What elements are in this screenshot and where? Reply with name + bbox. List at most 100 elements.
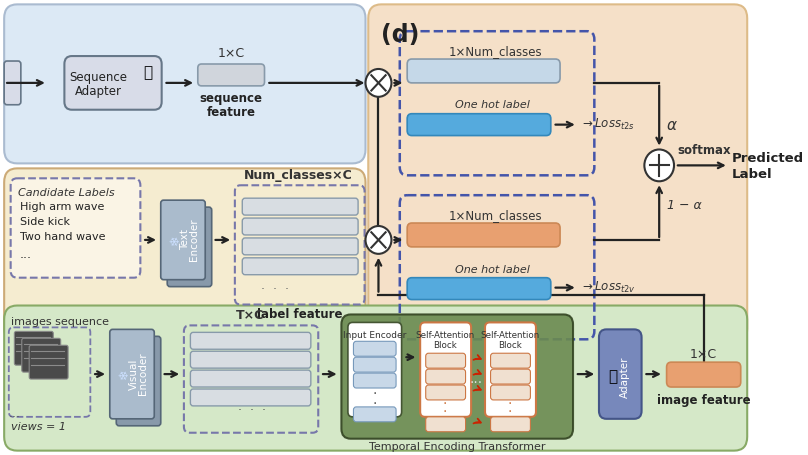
Text: ...: ... [20,248,32,261]
Text: Text: Text [180,229,190,250]
FancyBboxPatch shape [11,178,141,278]
FancyBboxPatch shape [426,417,465,432]
Text: One hot label: One hot label [456,100,530,110]
Text: One hot label: One hot label [456,265,530,275]
FancyBboxPatch shape [198,64,264,86]
Text: ·: · [372,397,377,411]
FancyBboxPatch shape [667,362,741,387]
FancyBboxPatch shape [426,385,465,400]
FancyBboxPatch shape [242,258,358,275]
Text: (d): (d) [381,23,419,47]
Text: Encoder: Encoder [138,353,148,395]
FancyBboxPatch shape [242,198,358,215]
Text: Self-Attention: Self-Attention [481,331,540,340]
FancyBboxPatch shape [191,351,311,368]
FancyBboxPatch shape [490,353,530,368]
FancyBboxPatch shape [490,369,530,384]
Text: softmax: softmax [678,144,731,157]
FancyBboxPatch shape [407,114,551,136]
FancyBboxPatch shape [29,345,68,379]
Text: Block: Block [433,341,457,350]
Text: High arm wave: High arm wave [20,202,104,212]
FancyBboxPatch shape [353,357,396,372]
Circle shape [365,69,391,97]
FancyBboxPatch shape [4,168,365,342]
Text: views = 1: views = 1 [11,422,65,432]
Text: image feature: image feature [657,394,751,407]
FancyBboxPatch shape [485,323,536,417]
FancyBboxPatch shape [4,305,747,450]
Text: ❄: ❄ [118,369,131,379]
Text: ·: · [443,405,448,419]
FancyBboxPatch shape [353,373,396,388]
Circle shape [365,226,391,254]
Text: Side kick: Side kick [20,217,70,227]
Text: Predicted: Predicted [731,152,804,165]
Text: label feature: label feature [257,308,343,321]
Text: Candidate Labels: Candidate Labels [18,188,115,198]
Text: Encoder: Encoder [189,218,199,261]
Text: ·: · [508,397,512,411]
FancyBboxPatch shape [490,417,530,432]
FancyBboxPatch shape [490,385,530,400]
Text: 1 − α: 1 − α [667,199,701,212]
Text: $\rightarrow Loss_{t2s}$: $\rightarrow Loss_{t2s}$ [580,117,635,132]
Text: Block: Block [499,341,522,350]
FancyBboxPatch shape [353,407,396,422]
FancyBboxPatch shape [191,332,311,349]
FancyBboxPatch shape [407,59,560,83]
FancyBboxPatch shape [348,323,402,417]
FancyBboxPatch shape [191,389,311,406]
Text: α: α [667,118,676,133]
FancyBboxPatch shape [242,238,358,255]
FancyBboxPatch shape [599,329,642,419]
Text: ·: · [372,387,377,401]
Text: Two hand wave: Two hand wave [20,232,105,242]
FancyBboxPatch shape [110,329,154,419]
FancyBboxPatch shape [420,323,471,417]
FancyBboxPatch shape [161,200,205,280]
FancyBboxPatch shape [167,207,212,287]
Text: sequence: sequence [200,92,263,105]
Text: Adapter: Adapter [620,356,630,398]
Text: 🔥: 🔥 [143,66,153,81]
FancyBboxPatch shape [426,353,465,368]
Text: Label: Label [731,168,772,181]
FancyBboxPatch shape [242,218,358,235]
FancyBboxPatch shape [4,5,365,163]
Text: T×C: T×C [236,309,263,322]
FancyBboxPatch shape [342,314,573,439]
Text: Adapter: Adapter [75,86,122,98]
Text: 1×Num_classes: 1×Num_classes [448,45,542,58]
FancyBboxPatch shape [15,331,53,365]
FancyBboxPatch shape [22,339,61,372]
FancyBboxPatch shape [426,369,465,384]
Text: Sequence: Sequence [69,71,128,85]
Text: images sequence: images sequence [11,318,108,328]
Text: Temporal Encoding Transformer: Temporal Encoding Transformer [369,442,545,452]
Text: 🔥: 🔥 [608,369,617,384]
FancyBboxPatch shape [407,223,560,247]
Text: 1×Num_classes: 1×Num_classes [448,208,542,222]
Text: Self-Attention: Self-Attention [415,331,475,340]
Text: ...: ... [469,372,482,386]
FancyBboxPatch shape [116,336,161,426]
Text: ·: · [443,397,448,411]
FancyBboxPatch shape [368,5,747,342]
FancyBboxPatch shape [4,61,21,105]
Text: ...: ... [9,407,21,420]
Text: 1×C: 1×C [217,46,245,60]
Text: Num_classes×C: Num_classes×C [243,169,352,182]
Text: Input Encoder: Input Encoder [343,331,406,340]
Text: ·: · [508,405,512,419]
FancyBboxPatch shape [407,278,551,299]
Circle shape [644,150,674,181]
Text: ·  ·  ·: · · · [261,283,288,296]
Text: $\rightarrow Loss_{t2v}$: $\rightarrow Loss_{t2v}$ [580,280,636,295]
FancyBboxPatch shape [353,341,396,356]
Text: Visual: Visual [128,359,139,390]
Text: feature: feature [207,106,255,119]
Text: 1×C: 1×C [689,348,717,361]
Text: ❄: ❄ [169,235,182,245]
FancyBboxPatch shape [65,56,162,110]
